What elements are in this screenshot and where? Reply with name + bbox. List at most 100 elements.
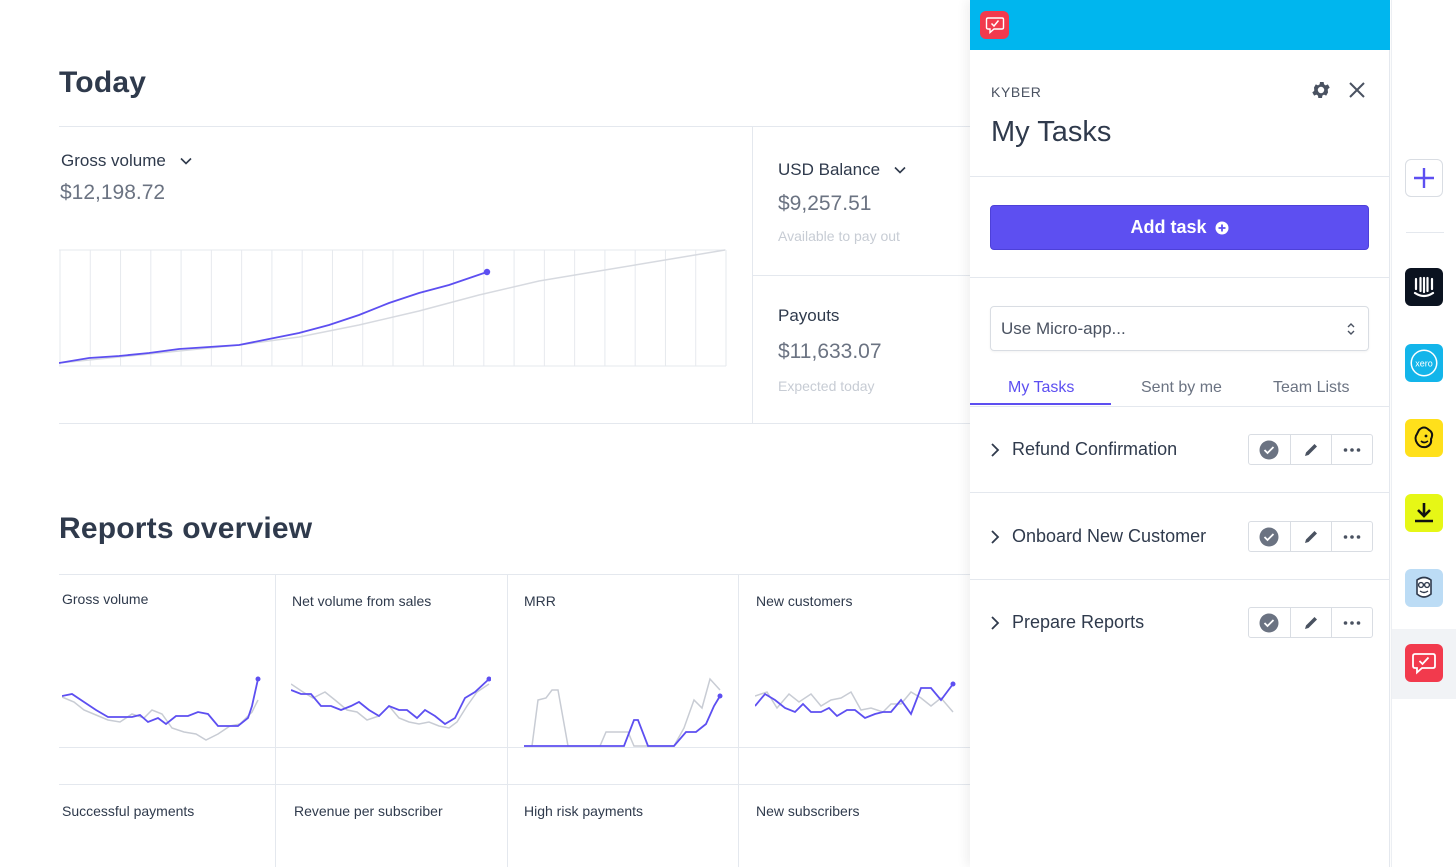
usd-balance-dropdown[interactable]: USD Balance bbox=[778, 160, 906, 180]
gross-volume-label: Gross volume bbox=[61, 151, 166, 170]
complete-task-button[interactable] bbox=[1249, 608, 1290, 637]
xero-label: xero bbox=[1415, 359, 1433, 369]
divider bbox=[970, 492, 1390, 493]
mailchimp-icon[interactable] bbox=[1405, 419, 1443, 457]
pencil-icon bbox=[1304, 530, 1317, 543]
more-horizontal-icon bbox=[1343, 534, 1361, 539]
chevron-down-icon bbox=[180, 157, 192, 165]
chevron-right-icon[interactable] bbox=[990, 442, 1000, 458]
task-row[interactable]: Prepare Reports bbox=[970, 593, 1390, 653]
payouts-subtext: Expected today bbox=[778, 378, 875, 394]
micro-app-select[interactable]: Use Micro-app... bbox=[990, 306, 1369, 351]
close-icon[interactable] bbox=[1347, 80, 1367, 100]
active-tab-indicator bbox=[970, 403, 1111, 405]
divider bbox=[59, 574, 970, 575]
today-title: Today bbox=[59, 66, 147, 99]
task-tabs: My Tasks Sent by me Team Lists bbox=[970, 370, 1390, 406]
divider bbox=[970, 277, 1390, 278]
divider bbox=[970, 406, 1390, 407]
add-app-icon[interactable] bbox=[1405, 159, 1443, 197]
intercom-icon[interactable] bbox=[1405, 268, 1443, 306]
usd-balance-value: $9,257.51 bbox=[778, 192, 872, 215]
task-name: Prepare Reports bbox=[1012, 612, 1145, 632]
usd-balance-label: USD Balance bbox=[778, 160, 881, 179]
divider bbox=[752, 126, 753, 423]
app-rail: xero bbox=[1391, 0, 1456, 867]
pencil-icon bbox=[1304, 616, 1317, 629]
report-card-new-subscribers[interactable]: New subscribers bbox=[756, 803, 860, 819]
chevron-down-icon bbox=[894, 166, 906, 174]
edit-task-button[interactable] bbox=[1289, 608, 1331, 637]
divider bbox=[59, 784, 970, 785]
check-circle-icon bbox=[1259, 440, 1279, 459]
sparkline-net-volume bbox=[291, 676, 491, 729]
divider bbox=[738, 574, 739, 867]
report-card-new-customers[interactable]: New customers bbox=[756, 593, 853, 609]
check-circle-icon bbox=[1259, 613, 1279, 632]
complete-task-button[interactable] bbox=[1249, 435, 1290, 464]
sparkline-mrr bbox=[524, 677, 723, 747]
micro-app-select-value: Use Micro-app... bbox=[1001, 318, 1126, 338]
complete-task-button[interactable] bbox=[1249, 522, 1290, 551]
panel-title: My Tasks bbox=[991, 116, 1112, 148]
kyber-panel: KYBER My Tasks Add task Use Micro-app...… bbox=[970, 0, 1390, 867]
panel-topbar bbox=[970, 0, 1390, 50]
gross-volume-chart bbox=[59, 249, 727, 367]
tab-my-tasks[interactable]: My Tasks bbox=[1008, 379, 1075, 396]
divider bbox=[59, 126, 970, 127]
gross-volume-value: $12,198.72 bbox=[60, 181, 166, 204]
task-name: Onboard New Customer bbox=[1012, 526, 1207, 546]
download-app-icon[interactable] bbox=[1405, 494, 1443, 532]
report-card-successful-payments[interactable]: Successful payments bbox=[62, 803, 195, 819]
more-options-button[interactable] bbox=[1330, 435, 1372, 464]
more-options-button[interactable] bbox=[1330, 608, 1372, 637]
payouts-label-text: Payouts bbox=[778, 306, 840, 325]
task-row[interactable]: Onboard New Customer bbox=[970, 507, 1390, 567]
tab-team-lists[interactable]: Team Lists bbox=[1273, 379, 1350, 396]
divider bbox=[1406, 232, 1444, 233]
task-actions bbox=[1248, 607, 1373, 638]
check-circle-icon bbox=[1259, 527, 1279, 546]
kyber-logo-icon bbox=[980, 11, 1009, 39]
more-horizontal-icon bbox=[1343, 447, 1361, 452]
task-name: Refund Confirmation bbox=[1012, 439, 1178, 459]
more-options-button[interactable] bbox=[1330, 522, 1372, 551]
report-card-gross-volume[interactable]: Gross volume bbox=[62, 591, 149, 607]
reports-title: Reports overview bbox=[59, 512, 313, 545]
gross-volume-dropdown[interactable]: Gross volume bbox=[61, 151, 192, 171]
sparkline-new-customers bbox=[755, 681, 956, 720]
select-caret-icon bbox=[1347, 323, 1355, 335]
divider bbox=[59, 423, 970, 424]
edit-task-button[interactable] bbox=[1289, 522, 1331, 551]
report-card-net-volume[interactable]: Net volume from sales bbox=[292, 593, 432, 609]
xero-icon[interactable]: xero bbox=[1405, 344, 1443, 382]
divider bbox=[970, 176, 1390, 177]
task-actions bbox=[1248, 434, 1373, 465]
task-actions bbox=[1248, 521, 1373, 552]
divider bbox=[970, 579, 1390, 580]
divider bbox=[59, 747, 970, 748]
chevron-right-icon[interactable] bbox=[990, 529, 1000, 545]
tab-sent-by-me[interactable]: Sent by me bbox=[1141, 379, 1222, 396]
usd-balance-subtext: Available to pay out bbox=[778, 228, 900, 244]
divider bbox=[752, 275, 970, 276]
chevron-right-icon[interactable] bbox=[990, 615, 1000, 631]
add-task-button[interactable]: Add task bbox=[990, 205, 1369, 250]
payouts-value: $11,633.07 bbox=[778, 340, 882, 363]
report-card-revenue-per-subscriber[interactable]: Revenue per subscriber bbox=[294, 803, 443, 819]
report-card-high-risk-payments[interactable]: High risk payments bbox=[524, 803, 644, 819]
divider bbox=[507, 574, 508, 867]
gear-icon[interactable] bbox=[1310, 79, 1332, 101]
task-row[interactable]: Refund Confirmation bbox=[970, 420, 1390, 480]
panel-brand: KYBER bbox=[991, 84, 1042, 100]
divider bbox=[275, 574, 276, 867]
owl-app-icon[interactable] bbox=[1405, 569, 1443, 607]
kyber-icon[interactable] bbox=[1405, 644, 1443, 682]
edit-task-button[interactable] bbox=[1289, 435, 1331, 464]
report-card-mrr[interactable]: MRR bbox=[524, 593, 556, 609]
dashboard: Today Gross volume $12,198.72 USD Balanc… bbox=[59, 66, 970, 867]
plus-circle-icon bbox=[1215, 221, 1229, 234]
add-task-label: Add task bbox=[1130, 217, 1207, 237]
pencil-icon bbox=[1304, 443, 1317, 456]
payouts-label: Payouts bbox=[778, 306, 839, 326]
